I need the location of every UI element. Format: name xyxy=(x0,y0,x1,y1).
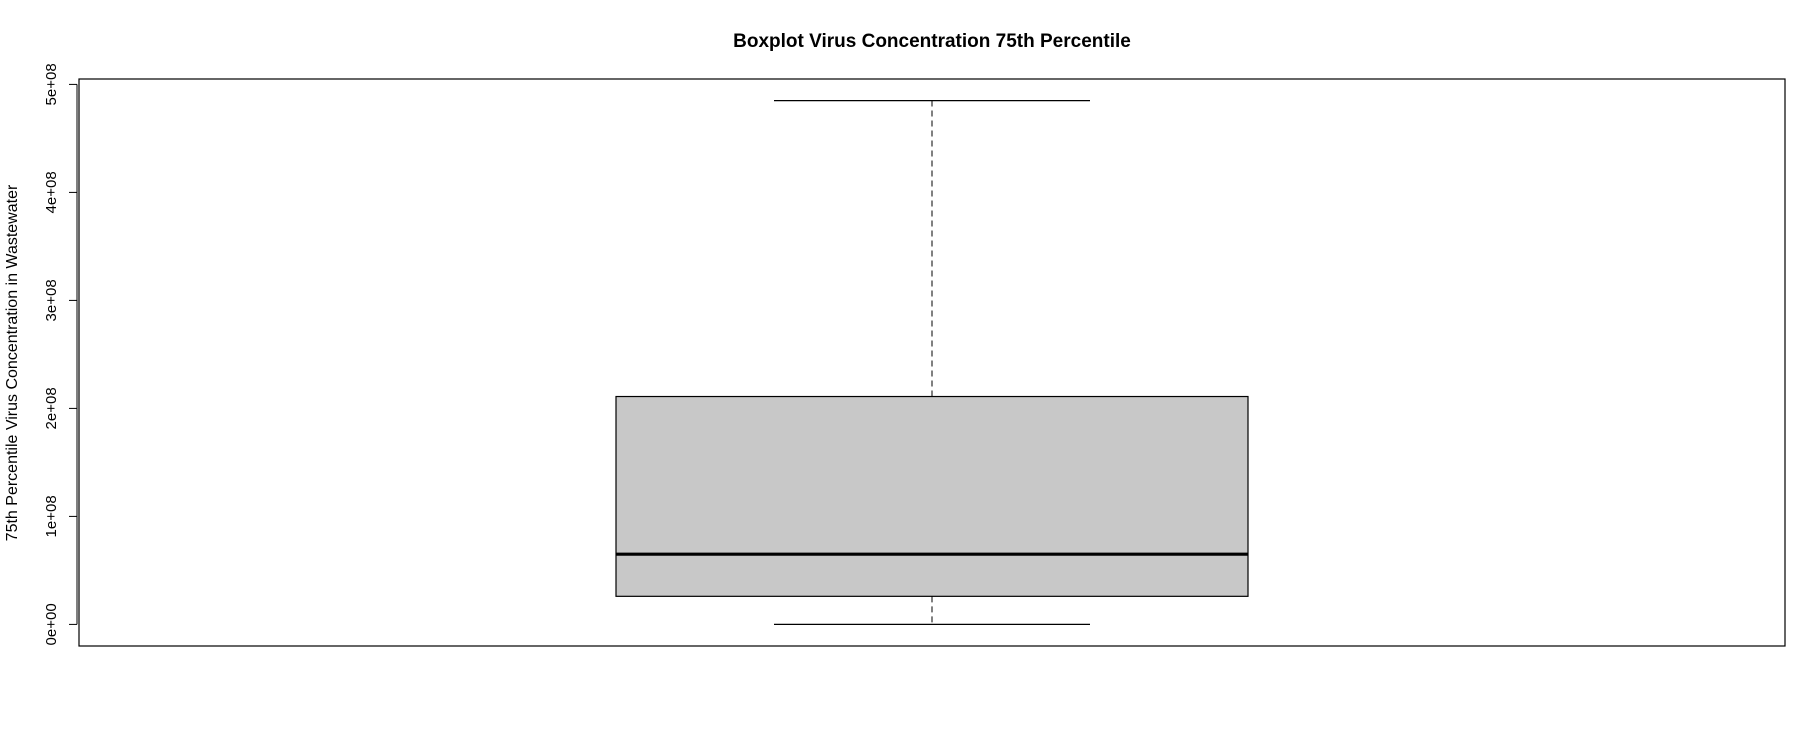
y-tick-label: 5e+08 xyxy=(43,63,60,105)
boxplot xyxy=(615,99,1249,626)
y-axis: 0e+00 1e+08 2e+08 3e+08 4e+08 5e+08 xyxy=(43,63,78,645)
iqr-box xyxy=(615,395,1249,597)
y-tick-label: 3e+08 xyxy=(43,279,60,321)
plot-frame xyxy=(78,78,1786,647)
y-tick-label: 2e+08 xyxy=(43,387,60,429)
chart-title: Boxplot Virus Concentration 75th Percent… xyxy=(733,31,1131,52)
y-tick-label: 0e+00 xyxy=(43,603,60,645)
y-axis-label: 75th Percentile Virus Concentration in W… xyxy=(4,184,21,541)
y-tick-label: 4e+08 xyxy=(43,171,60,213)
y-tick-label: 1e+08 xyxy=(43,495,60,537)
